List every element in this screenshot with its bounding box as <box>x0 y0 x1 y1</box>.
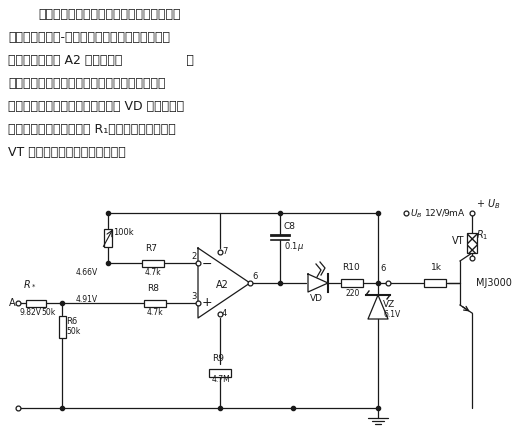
Text: R8: R8 <box>147 284 159 293</box>
Text: 2: 2 <box>192 252 197 261</box>
Bar <box>26 299 46 306</box>
Text: VZ: VZ <box>383 300 395 309</box>
Text: 50k: 50k <box>41 308 55 317</box>
Text: R10: R10 <box>342 263 360 272</box>
Text: 4.7M: 4.7M <box>212 375 231 384</box>
Bar <box>209 369 231 377</box>
Text: 6.1V: 6.1V <box>383 310 400 319</box>
Text: 4.91V: 4.91V <box>76 295 98 304</box>
Bar <box>142 260 164 266</box>
Bar <box>424 279 446 287</box>
Text: 4.7k: 4.7k <box>145 268 162 277</box>
Text: VT: VT <box>452 236 464 246</box>
Text: 220: 220 <box>346 289 360 298</box>
Text: VT 进行电压和功率放大后输出。: VT 进行电压和功率放大后输出。 <box>8 146 126 159</box>
Text: 6: 6 <box>252 272 257 281</box>
Text: 4.66V: 4.66V <box>76 268 98 277</box>
Text: MJ3000: MJ3000 <box>476 278 512 288</box>
Text: 7: 7 <box>222 247 227 256</box>
Text: R7: R7 <box>145 244 157 253</box>
Text: 0.1$\mu$: 0.1$\mu$ <box>284 240 304 253</box>
Text: 3: 3 <box>192 292 197 301</box>
Text: A: A <box>10 298 16 308</box>
Text: C8: C8 <box>284 222 296 231</box>
Text: 1k: 1k <box>431 263 442 272</box>
Text: $R_*$: $R_*$ <box>23 279 36 289</box>
Text: 反相输入端的基准电压进行比较，当超过规定值: 反相输入端的基准电压进行比较，当超过规定值 <box>8 77 165 90</box>
Text: 信号并经过频率-电压转换器变换为电压信号后，: 信号并经过频率-电压转换器变换为电压信号后， <box>8 31 170 44</box>
Text: $U_B$ 12V/9mA: $U_B$ 12V/9mA <box>410 208 466 220</box>
Text: $R_1$: $R_1$ <box>476 228 488 242</box>
Text: 50k: 50k <box>66 327 80 336</box>
Text: A2: A2 <box>216 280 229 290</box>
Text: $+\ U_B$: $+\ U_B$ <box>476 197 501 211</box>
Text: R6: R6 <box>66 317 77 326</box>
Text: R9: R9 <box>212 354 224 363</box>
Text: 当由光电测速器测出某机械装置频率或转速: 当由光电测速器测出某机械装置频率或转速 <box>38 8 180 21</box>
Text: 9.82V: 9.82V <box>19 308 41 317</box>
Text: −: − <box>202 257 212 270</box>
Text: 100k: 100k <box>113 228 134 237</box>
Text: 4.7k: 4.7k <box>147 308 164 317</box>
Text: 后输出高电平，使红色发光二极管 VD 发屌。如果: 后输出高电平，使红色发光二极管 VD 发屌。如果 <box>8 100 184 113</box>
Text: VD: VD <box>310 294 322 303</box>
Text: 加至电压比较器 A2 同相输入端                与: 加至电压比较器 A2 同相输入端 与 <box>8 54 194 67</box>
Text: 4: 4 <box>222 309 227 319</box>
Bar <box>341 279 363 287</box>
Bar <box>104 229 112 247</box>
Bar <box>59 316 65 338</box>
Text: 6: 6 <box>380 264 386 273</box>
Text: 要直接带动报警器等负载 R₁，也可由功率晶体管: 要直接带动报警器等负载 R₁，也可由功率晶体管 <box>8 123 176 136</box>
Bar <box>144 299 166 306</box>
Bar <box>467 233 477 253</box>
Text: +: + <box>202 296 213 309</box>
